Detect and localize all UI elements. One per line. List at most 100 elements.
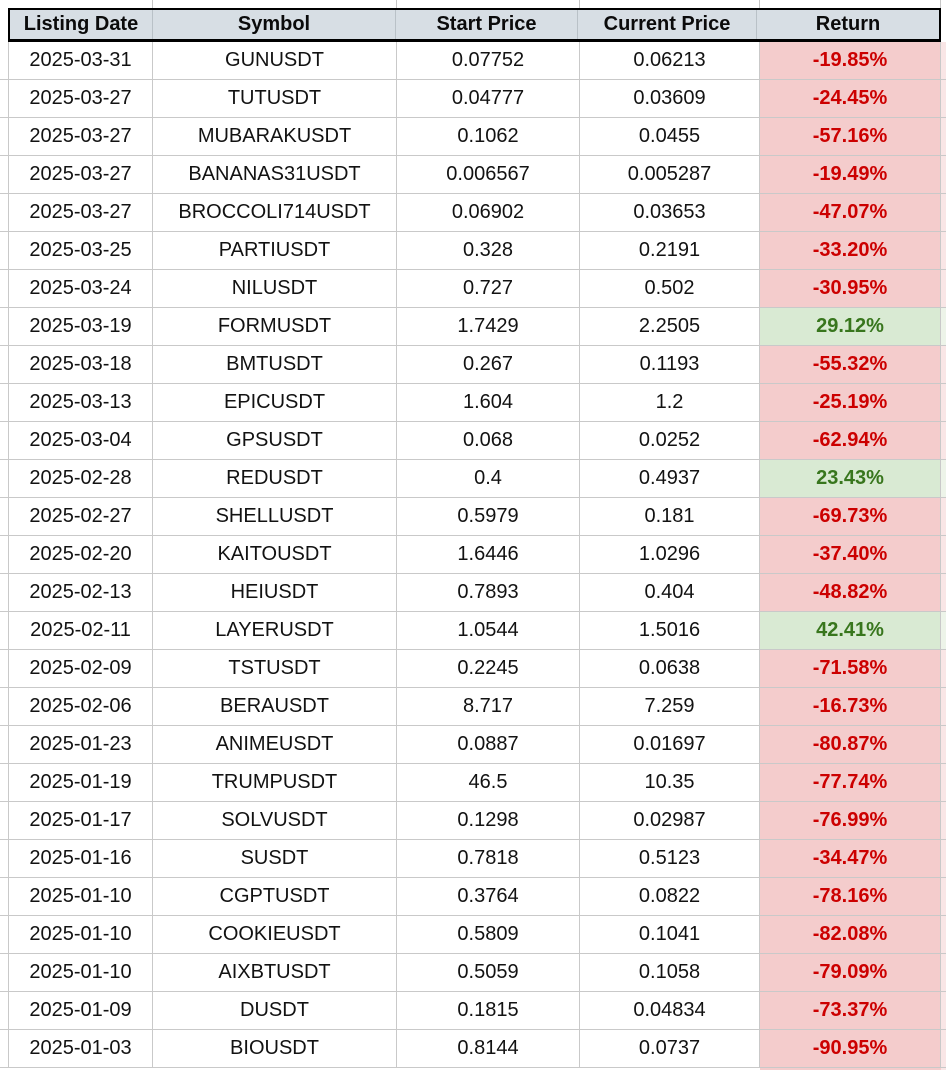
- cell-date: 2025-03-18: [8, 346, 153, 383]
- cell-symbol: COOKIEUSDT: [153, 916, 397, 953]
- right-margin-sliver: [941, 118, 946, 155]
- table-row: 2025-02-20 KAITOUSDT 1.6446 1.0296 -37.4…: [0, 536, 946, 574]
- cell-return: -90.95%: [760, 1030, 941, 1067]
- cell-date: 2025-03-24: [8, 270, 153, 307]
- cell-date: 2025-03-25: [8, 232, 153, 269]
- cell-return: -79.09%: [760, 954, 941, 991]
- cell-date: 2025-03-31: [8, 42, 153, 79]
- cell-start-price: 0.1815: [397, 992, 580, 1029]
- cell-start-price: 0.8144: [397, 1030, 580, 1067]
- right-margin-sliver: [941, 232, 946, 269]
- table-row: 2025-03-27 BANANAS31USDT 0.006567 0.0052…: [0, 156, 946, 194]
- table-row: 2025-01-10 CGPTUSDT 0.3764 0.0822 -78.16…: [0, 878, 946, 916]
- cell-symbol: TRUMPUSDT: [153, 764, 397, 801]
- cell-current-price: 0.2191: [580, 232, 760, 269]
- table-row: 2025-01-17 SOLVUSDT 0.1298 0.02987 -76.9…: [0, 802, 946, 840]
- left-margin-sliver: [0, 764, 8, 801]
- cell-symbol: TUTUSDT: [153, 80, 397, 117]
- table-row: 2025-01-10 COOKIEUSDT 0.5809 0.1041 -82.…: [0, 916, 946, 954]
- cell-return: -82.08%: [760, 916, 941, 953]
- cell-start-price: 0.1298: [397, 802, 580, 839]
- cell-current-price: 0.06213: [580, 42, 760, 79]
- cell-return: -24.45%: [760, 80, 941, 117]
- cell-date: 2025-03-27: [8, 156, 153, 193]
- table-row: 2025-01-19 TRUMPUSDT 46.5 10.35 -77.74%: [0, 764, 946, 802]
- column-header-symbol: Symbol: [153, 10, 396, 39]
- cell-start-price: 46.5: [397, 764, 580, 801]
- left-margin-sliver: [0, 194, 8, 231]
- table-row: 2025-02-09 TSTUSDT 0.2245 0.0638 -71.58%: [0, 650, 946, 688]
- cell-return: -73.37%: [760, 992, 941, 1029]
- cell-start-price: 0.7818: [397, 840, 580, 877]
- cell-return: -76.99%: [760, 802, 941, 839]
- cell-symbol: REDUSDT: [153, 460, 397, 497]
- cell-current-price: 2.2505: [580, 308, 760, 345]
- cell-return: -30.95%: [760, 270, 941, 307]
- left-margin-sliver: [0, 954, 8, 991]
- cell-date: 2025-03-27: [8, 80, 153, 117]
- table-row: 2025-01-23 ANIMEUSDT 0.0887 0.01697 -80.…: [0, 726, 946, 764]
- cell-symbol: SUSDT: [153, 840, 397, 877]
- right-margin-sliver: [941, 498, 946, 535]
- cell-start-price: 8.717: [397, 688, 580, 725]
- right-margin-sliver: [941, 650, 946, 687]
- cell-return: 29.12%: [760, 308, 941, 345]
- cell-start-price: 0.07752: [397, 42, 580, 79]
- table-row: 2025-03-04 GPSUSDT 0.068 0.0252 -62.94%: [0, 422, 946, 460]
- cell-symbol: FORMUSDT: [153, 308, 397, 345]
- left-margin-sliver: [0, 802, 8, 839]
- cell-date: 2025-01-10: [8, 878, 153, 915]
- cell-date: 2025-03-19: [8, 308, 153, 345]
- cell-current-price: 1.5016: [580, 612, 760, 649]
- cell-current-price: 0.1193: [580, 346, 760, 383]
- cell-return: -62.94%: [760, 422, 941, 459]
- cell-date: 2025-02-11: [8, 612, 153, 649]
- cell-date: 2025-02-13: [8, 574, 153, 611]
- cell-return: -80.87%: [760, 726, 941, 763]
- table-row: 2025-03-13 EPICUSDT 1.604 1.2 -25.19%: [0, 384, 946, 422]
- right-margin-sliver: [941, 802, 946, 839]
- left-margin-sliver: [0, 308, 8, 345]
- cell-start-price: 1.6446: [397, 536, 580, 573]
- cell-current-price: 0.0252: [580, 422, 760, 459]
- left-margin-sliver: [0, 688, 8, 725]
- left-margin-sliver: [0, 650, 8, 687]
- cell-symbol: LAYERUSDT: [153, 612, 397, 649]
- cell-start-price: 1.7429: [397, 308, 580, 345]
- cell-symbol: TSTUSDT: [153, 650, 397, 687]
- left-margin-sliver: [0, 118, 8, 155]
- gridline-tick: [940, 0, 941, 9]
- cell-start-price: 0.7893: [397, 574, 580, 611]
- table-row: 2025-03-27 BROCCOLI714USDT 0.06902 0.036…: [0, 194, 946, 232]
- cell-date: 2025-01-19: [8, 764, 153, 801]
- cell-return: -25.19%: [760, 384, 941, 421]
- cell-current-price: 0.01697: [580, 726, 760, 763]
- cell-current-price: 0.04834: [580, 992, 760, 1029]
- right-margin-sliver: [941, 1030, 946, 1067]
- cell-start-price: 0.4: [397, 460, 580, 497]
- left-margin-sliver: [0, 346, 8, 383]
- cell-return: -34.47%: [760, 840, 941, 877]
- table-row: 2025-02-13 HEIUSDT 0.7893 0.404 -48.82%: [0, 574, 946, 612]
- table-row: 2025-02-27 SHELLUSDT 0.5979 0.181 -69.73…: [0, 498, 946, 536]
- cell-current-price: 1.2: [580, 384, 760, 421]
- right-margin-sliver: [941, 726, 946, 763]
- cell-current-price: 1.0296: [580, 536, 760, 573]
- cell-start-price: 0.727: [397, 270, 580, 307]
- table-row: 2025-03-31 GUNUSDT 0.07752 0.06213 -19.8…: [0, 42, 946, 80]
- cell-current-price: 0.404: [580, 574, 760, 611]
- cell-symbol: BANANAS31USDT: [153, 156, 397, 193]
- cell-return: -33.20%: [760, 232, 941, 269]
- right-margin-sliver: [941, 612, 946, 649]
- cell-date: 2025-01-17: [8, 802, 153, 839]
- right-margin-sliver: [941, 840, 946, 877]
- right-margin-sliver: [941, 42, 946, 79]
- table-row: 2025-02-11 LAYERUSDT 1.0544 1.5016 42.41…: [0, 612, 946, 650]
- cell-symbol: AIXBTUSDT: [153, 954, 397, 991]
- cell-current-price: 0.181: [580, 498, 760, 535]
- cell-start-price: 0.06902: [397, 194, 580, 231]
- cell-return: -57.16%: [760, 118, 941, 155]
- cell-return: -55.32%: [760, 346, 941, 383]
- cell-symbol: GPSUSDT: [153, 422, 397, 459]
